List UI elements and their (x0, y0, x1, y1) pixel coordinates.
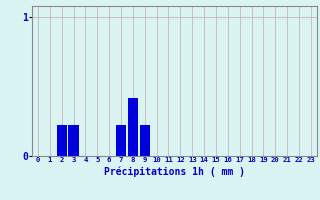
X-axis label: Précipitations 1h ( mm ): Précipitations 1h ( mm ) (104, 166, 245, 177)
Bar (140, 125, 150, 156)
Bar (116, 125, 126, 156)
Bar (128, 98, 138, 156)
Bar (68, 125, 79, 156)
Bar (57, 125, 67, 156)
